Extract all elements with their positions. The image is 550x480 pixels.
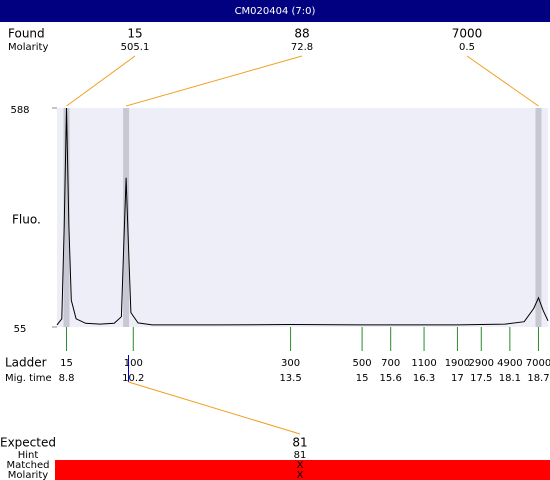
peak-connector bbox=[466, 55, 539, 107]
ladder-time: 17.5 bbox=[470, 373, 492, 384]
ladder-size: 1900 bbox=[445, 358, 470, 369]
ladder-time: 18.7 bbox=[527, 373, 549, 384]
expected-connector bbox=[128, 381, 301, 435]
ladder-time: 16.3 bbox=[413, 373, 435, 384]
found-label: Found bbox=[8, 27, 45, 41]
expected-molarity-label: Molarity bbox=[8, 470, 48, 480]
matched-value: X bbox=[297, 460, 304, 471]
hint-label: Hint bbox=[18, 450, 39, 461]
ladder-label: Ladder bbox=[5, 356, 47, 370]
y-tick-label: 55 bbox=[14, 324, 27, 335]
hint-value: 81 bbox=[294, 450, 307, 461]
y-axis-label: Fluo. bbox=[12, 213, 41, 227]
ladder-size: 700 bbox=[381, 358, 400, 369]
ladder-size: 100 bbox=[124, 358, 143, 369]
ladder-time: 8.8 bbox=[59, 373, 75, 384]
trace bbox=[56, 107, 549, 326]
title: CM020404 (7:0) bbox=[235, 6, 316, 17]
ladder-size: 1100 bbox=[411, 358, 436, 369]
peak-size: 88 bbox=[294, 27, 309, 41]
peak-highlight bbox=[535, 108, 542, 327]
ladder-time: 15.6 bbox=[380, 373, 402, 384]
y-tick-label: 588 bbox=[10, 105, 29, 116]
ladder-size: 7000 bbox=[526, 358, 550, 369]
peak-connector bbox=[66, 55, 136, 107]
peak-molarity: 72.8 bbox=[291, 42, 313, 53]
peak-molarity: 505.1 bbox=[121, 42, 150, 53]
ladder-size: 300 bbox=[281, 358, 300, 369]
peak-connector bbox=[125, 55, 303, 107]
matched-label: Matched bbox=[6, 460, 49, 471]
ladder-size: 15 bbox=[60, 358, 73, 369]
peak-highlight bbox=[63, 108, 70, 327]
molarity-label: Molarity bbox=[8, 42, 48, 53]
ladder-time: 10.2 bbox=[122, 373, 144, 384]
matched-bar bbox=[55, 460, 550, 480]
plot-area bbox=[57, 108, 548, 327]
peak-highlight bbox=[123, 108, 130, 327]
peak-size: 15 bbox=[127, 27, 142, 41]
ladder-time: 15 bbox=[356, 373, 369, 384]
ladder-time: 18.1 bbox=[499, 373, 521, 384]
ladder-time: 17 bbox=[451, 373, 464, 384]
molarity-value: X bbox=[297, 470, 304, 480]
ladder-time: 13.5 bbox=[279, 373, 301, 384]
peak-size: 7000 bbox=[452, 27, 483, 41]
expected-label: Expected bbox=[0, 436, 56, 450]
ladder-size: 500 bbox=[353, 358, 372, 369]
mig-time-label: Mig. time bbox=[5, 373, 52, 384]
ladder-size: 2900 bbox=[469, 358, 494, 369]
peak-molarity: 0.5 bbox=[459, 42, 475, 53]
title-bar bbox=[0, 0, 550, 22]
ladder-size: 4900 bbox=[497, 358, 522, 369]
expected-value: 81 bbox=[292, 436, 307, 450]
